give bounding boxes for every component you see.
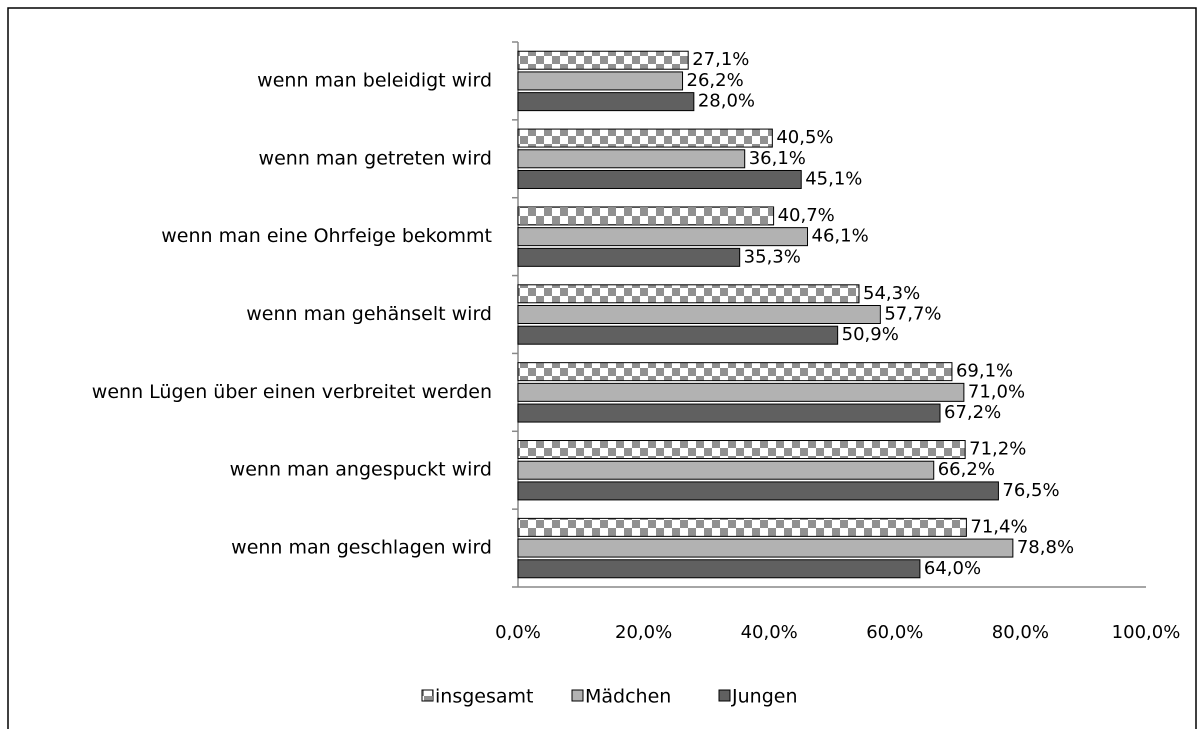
- value-label: 67,2%: [944, 402, 1001, 423]
- value-label: 69,1%: [956, 361, 1013, 382]
- x-tick-label: 100,0%: [1112, 622, 1181, 643]
- y-tick-label: wenn man geschlagen wird: [231, 537, 492, 559]
- bar: [517, 50, 689, 70]
- x-tick-label: 40,0%: [741, 622, 798, 643]
- bar: [517, 382, 965, 402]
- bar: [517, 325, 839, 345]
- value-label: 71,0%: [968, 381, 1025, 402]
- value-label: 66,2%: [938, 459, 995, 480]
- value-label: 54,3%: [863, 283, 920, 304]
- bar: [517, 538, 1014, 558]
- value-label: 36,1%: [749, 148, 806, 169]
- y-tick-label: wenn man getreten wird: [259, 147, 492, 169]
- value-label: 78,8%: [1017, 537, 1074, 558]
- value-label: 57,7%: [884, 304, 941, 325]
- value-label: 71,2%: [969, 439, 1026, 460]
- x-tick-label: 0,0%: [495, 622, 541, 643]
- bar: [517, 227, 809, 247]
- bar: [517, 517, 967, 537]
- legend-label: Mädchen: [585, 686, 671, 708]
- value-label: 71,4%: [970, 516, 1027, 537]
- bar: [517, 92, 695, 112]
- bar: [517, 403, 941, 423]
- y-tick-label: wenn man beleidigt wird: [257, 69, 492, 91]
- bar: [517, 284, 860, 304]
- y-tick-label: wenn man gehänselt wird: [246, 303, 492, 325]
- bar: [517, 460, 935, 480]
- value-label: 27,1%: [692, 49, 749, 70]
- legend-swatch: [421, 689, 434, 702]
- bar: [517, 440, 966, 460]
- value-label: 40,7%: [778, 205, 835, 226]
- x-tick-label: 60,0%: [866, 622, 923, 643]
- bar: [517, 362, 953, 382]
- bar: [517, 481, 999, 501]
- value-label: 50,9%: [842, 324, 899, 345]
- bar: [517, 247, 741, 267]
- legend-label: insgesamt: [435, 686, 533, 708]
- bar: [517, 128, 773, 148]
- y-tick-label: wenn Lügen über einen verbreitet werden: [92, 381, 492, 403]
- bar: [517, 559, 921, 579]
- x-tick-label: 20,0%: [615, 622, 672, 643]
- bar: [517, 149, 746, 169]
- chart-frame: [7, 7, 1197, 729]
- value-label: 26,2%: [687, 70, 744, 91]
- legend-swatch: [571, 689, 584, 702]
- bar: [517, 305, 881, 324]
- y-tick-label: wenn man angespuckt wird: [230, 459, 492, 481]
- value-label: 40,5%: [776, 127, 833, 148]
- bar: [517, 206, 775, 226]
- value-label: 45,1%: [805, 168, 862, 189]
- bar: [517, 71, 684, 91]
- y-tick-label: wenn man eine Ohrfeige bekommt: [161, 225, 492, 247]
- value-label: 76,5%: [1002, 480, 1059, 501]
- legend-swatch: [718, 689, 731, 702]
- x-tick-label: 80,0%: [992, 622, 1049, 643]
- value-label: 35,3%: [744, 246, 801, 267]
- value-label: 46,1%: [812, 226, 869, 247]
- bar: [517, 169, 802, 189]
- value-label: 64,0%: [924, 558, 981, 579]
- legend-label: Jungen: [731, 686, 797, 708]
- value-label: 28,0%: [698, 91, 755, 112]
